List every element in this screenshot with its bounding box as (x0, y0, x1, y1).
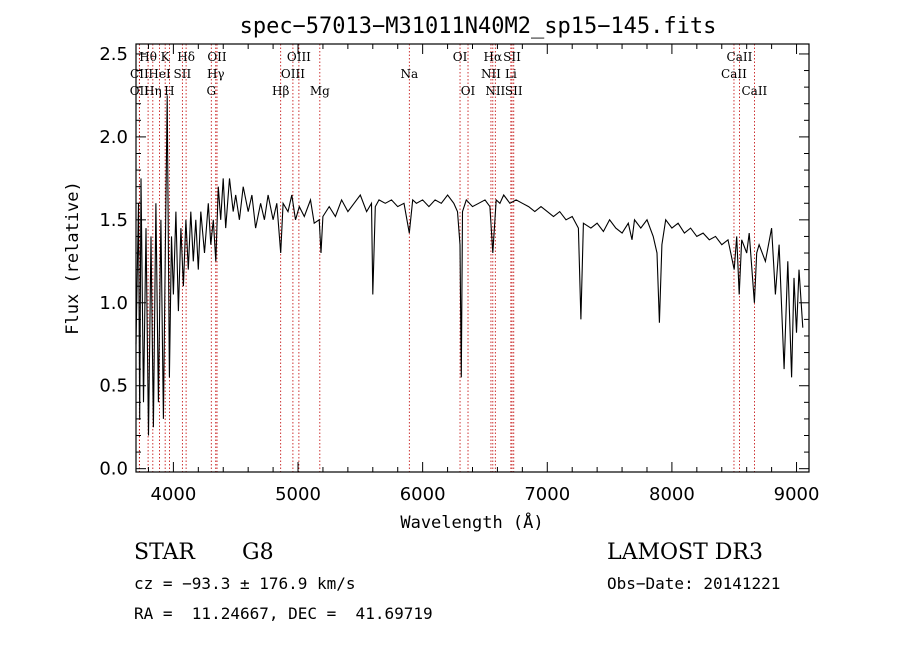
spectral-line-label: SII (505, 84, 523, 98)
redshift-velocity: cz = −93.3 ± 176.9 km/s (134, 574, 356, 593)
x-tick-label: 9000 (774, 484, 820, 505)
spectral-line-label: Hβ (272, 84, 289, 98)
spectral-line-label: HeI (148, 67, 171, 81)
spectral-line-label: NII (485, 84, 505, 98)
y-axis-label: Flux (relative) (63, 181, 83, 335)
object-subclass: G8 (242, 540, 274, 565)
y-tick-label: 1.0 (99, 293, 128, 314)
spectral-line-label: SII (503, 50, 521, 64)
spectral-line-label: CaII (721, 67, 747, 81)
spectral-line-label: OIII (287, 50, 311, 64)
spectral-line-label: Hγ (207, 67, 225, 81)
x-tick-label: 8000 (649, 484, 695, 505)
spectral-line-label: NII (481, 67, 501, 81)
spectral-line-label: OI (461, 84, 476, 98)
spectral-line-label: K (161, 50, 171, 64)
x-tick-label: 7000 (524, 484, 570, 505)
spectral-line-label: Hα (484, 50, 503, 64)
plot-frame (135, 43, 810, 473)
spectral-line-label: OII (130, 84, 150, 98)
y-tick-label: 1.5 (99, 210, 128, 231)
spectral-line-label: CaII (741, 84, 767, 98)
spectral-line-label: CaII (727, 50, 753, 64)
survey-name: LAMOST DR3 (607, 540, 763, 565)
spectral-line-label: OIII (281, 67, 305, 81)
spectrum-chart: spec−57013−M31011N40M2_sp15−145.fits Hθ K… (63, 14, 820, 533)
observation-date: Obs−Date: 20141221 (607, 574, 781, 593)
x-tick-label: 4000 (150, 484, 196, 505)
spectral-line-label: Na (400, 67, 418, 81)
chart-title: spec−57013−M31011N40M2_sp15−145.fits (240, 14, 717, 39)
object-class: STAR (134, 540, 195, 565)
spectral-line-label: Mg (310, 84, 330, 98)
y-axis-ticks: 0.0 0.5 1.0 1.5 2.0 2.5 (99, 44, 809, 480)
coordinates: RA = 11.24667, DEC = 41.69719 (134, 604, 433, 623)
spectral-line-label: SII (174, 67, 192, 81)
y-tick-label: 2.5 (99, 44, 128, 65)
spectral-line-label: OI (453, 50, 468, 64)
spectrum-line (135, 95, 804, 436)
y-tick-label: 0.5 (99, 376, 128, 397)
spectral-line-label: G (206, 84, 216, 98)
x-axis-ticks: 4000 5000 6000 7000 8000 9000 (147, 44, 820, 505)
spectral-line-label: Li (505, 67, 517, 81)
spectral-line-label: Hδ (177, 50, 195, 64)
x-tick-label: 6000 (400, 484, 446, 505)
x-axis-label: Wavelength (Å) (400, 511, 543, 533)
spectral-line-label: CII (130, 67, 149, 81)
spectral-line-label: Hθ (139, 50, 157, 64)
y-tick-label: 2.0 (99, 127, 128, 148)
spectral-line-label: OII (207, 50, 227, 64)
spectral-line-label: H (164, 84, 174, 98)
spectral-line-label: Hη (144, 84, 162, 98)
spectral-line-markers (138, 44, 755, 472)
x-tick-label: 5000 (275, 484, 321, 505)
y-tick-label: 0.0 (99, 459, 128, 480)
